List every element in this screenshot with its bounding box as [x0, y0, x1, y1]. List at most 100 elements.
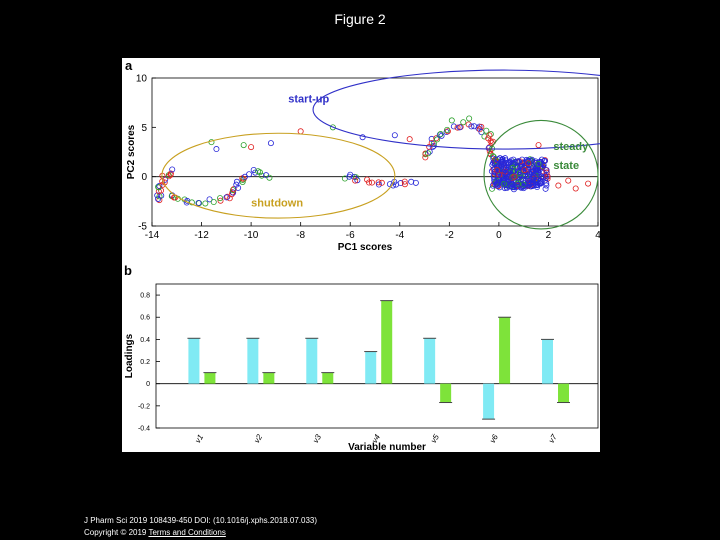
category-label-v7: v7	[547, 432, 559, 444]
score-point	[535, 160, 542, 167]
score-point	[169, 166, 176, 173]
score-point	[514, 180, 521, 187]
panel-a-points	[154, 115, 592, 207]
loading-bar-v1-s2	[204, 372, 216, 384]
region-label-steady: steady	[553, 141, 589, 153]
score-point	[511, 173, 518, 180]
score-point	[529, 169, 536, 176]
score-point	[375, 181, 382, 188]
score-point	[499, 173, 506, 180]
score-point	[425, 150, 432, 157]
terms-link[interactable]: Terms and Conditions	[148, 528, 226, 537]
loading-bar-v4-s1	[365, 351, 377, 384]
panel-b-ytick-label: 0	[146, 381, 150, 388]
panel-a-xaxis-title: PC1 scores	[338, 242, 393, 253]
score-point	[223, 194, 230, 201]
panel-b-yaxis-title: Loadings	[124, 333, 135, 378]
region-ellipse-start-up	[312, 69, 600, 150]
score-point	[448, 117, 455, 124]
copyright-text: Copyright © 2019	[84, 528, 147, 537]
score-point	[397, 180, 404, 187]
loading-bar-v4-s2	[381, 300, 393, 384]
score-point	[475, 125, 482, 132]
score-point	[487, 138, 494, 145]
score-point	[500, 165, 507, 172]
score-point	[450, 123, 457, 130]
score-point	[368, 179, 375, 186]
panel-a-xtick-label: -10	[244, 230, 259, 241]
score-point	[525, 160, 532, 167]
panel-b-ytick-label: 0.6	[140, 315, 150, 322]
score-point	[520, 185, 527, 192]
score-point	[499, 169, 506, 176]
score-point	[347, 171, 354, 178]
panel-a-xtick-label: -12	[194, 230, 209, 241]
panel-b-frame	[155, 283, 599, 429]
score-point	[217, 195, 224, 202]
score-point	[555, 182, 562, 189]
score-point	[512, 159, 519, 166]
panel-a-ytick-label: 5	[141, 123, 147, 134]
panel-a-xtick-label: 2	[546, 230, 552, 241]
panel-b-ytick-label: 0.4	[140, 337, 150, 344]
panel-b-xaxis-title: Variable number	[348, 442, 426, 452]
score-point	[515, 173, 522, 180]
score-point	[486, 132, 493, 139]
score-point	[468, 123, 475, 130]
score-point	[230, 186, 237, 193]
loading-bar-v6-s1	[483, 383, 495, 420]
score-point	[505, 168, 512, 175]
panel-a-frame	[151, 77, 599, 227]
score-point	[528, 161, 535, 168]
score-point	[492, 156, 499, 163]
score-point	[535, 142, 542, 149]
score-point	[519, 168, 526, 175]
score-point	[258, 172, 265, 179]
score-point	[233, 181, 240, 188]
region-ellipse-shutdown	[161, 132, 396, 219]
score-point	[235, 184, 242, 191]
score-point	[510, 183, 517, 190]
score-point	[456, 124, 463, 131]
score-point	[210, 199, 217, 206]
score-point	[213, 146, 220, 153]
region-label-shutdown: shutdown	[251, 197, 303, 209]
score-point	[246, 171, 253, 178]
panel-a-ytick-label: -5	[138, 222, 147, 233]
score-point	[543, 167, 550, 174]
score-point	[228, 191, 235, 198]
panel-b-ytick-label: -0.2	[138, 403, 150, 410]
panel-a-ytick-label: 10	[136, 74, 148, 85]
panel-a-xtick-label: -14	[145, 230, 160, 241]
category-label-v3: v3	[311, 432, 323, 444]
score-point	[433, 135, 440, 142]
score-point	[229, 187, 236, 194]
category-label-v5: v5	[429, 432, 441, 444]
figure-panel: a 10 5 0 -5 -14 -12 -10 -8 -6 -4 -2 0 2 4 PC1 scores PC2…	[122, 58, 600, 452]
score-point	[520, 176, 527, 183]
panel-a-xtick-label: -4	[395, 230, 404, 241]
panel-b-ytick-label: -0.4	[138, 426, 150, 433]
score-point	[532, 178, 539, 185]
score-point	[188, 199, 195, 206]
panel-a-yaxis-title: PC2 scores	[126, 124, 137, 179]
category-label-v1: v1	[193, 433, 205, 445]
score-point	[401, 181, 408, 188]
panel-a-xtick-label: -6	[346, 230, 355, 241]
score-point	[499, 157, 506, 164]
score-point	[195, 199, 202, 206]
score-point	[444, 126, 451, 133]
score-point	[401, 178, 408, 185]
score-point	[543, 169, 550, 176]
score-point	[378, 179, 385, 186]
score-point	[522, 165, 529, 172]
panel-a-label: a	[125, 58, 133, 73]
score-point	[428, 140, 435, 147]
loading-bar-v2-s1	[247, 338, 259, 384]
score-point	[454, 124, 461, 131]
score-point	[233, 178, 240, 185]
score-point	[206, 196, 213, 203]
figure-svg: a10 5 0 -5-14 -12 -10 -8 -6 -4 -2 0 2 4 PC1 scores PC2…	[124, 58, 600, 452]
copyright-line: Copyright © 2019 Terms and Conditions	[84, 527, 226, 538]
score-point	[267, 140, 274, 147]
